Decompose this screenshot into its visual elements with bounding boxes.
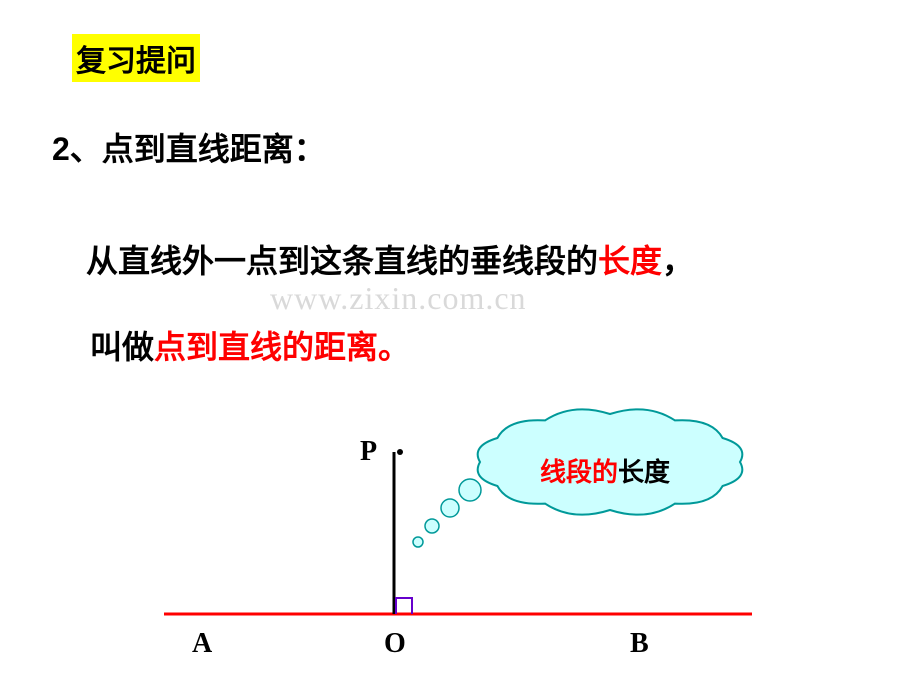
- label-p: P: [360, 436, 377, 468]
- label-b: B: [630, 628, 649, 660]
- label-a: A: [192, 628, 212, 660]
- label-o: O: [384, 628, 406, 660]
- diagram-svg: [0, 0, 920, 690]
- cloud-text: 线段的长度: [540, 452, 670, 489]
- slide: 复习提问 2、点到直线距离： www.zixin.com.cn 从直线外一点到这…: [0, 0, 920, 690]
